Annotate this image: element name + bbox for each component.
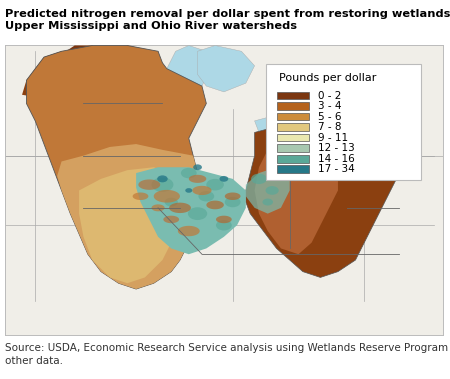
Text: 3 - 4: 3 - 4 xyxy=(318,101,342,111)
Bar xyxy=(276,144,310,152)
Text: 0 - 2: 0 - 2 xyxy=(318,91,342,101)
Text: 14 - 16: 14 - 16 xyxy=(318,154,355,164)
Polygon shape xyxy=(192,186,212,195)
Circle shape xyxy=(188,207,207,220)
Text: Pounds per dollar: Pounds per dollar xyxy=(279,73,376,83)
Bar xyxy=(276,113,310,121)
Polygon shape xyxy=(136,167,246,254)
Circle shape xyxy=(157,175,168,182)
Polygon shape xyxy=(225,193,241,200)
Polygon shape xyxy=(22,51,75,98)
Polygon shape xyxy=(154,190,180,203)
Circle shape xyxy=(266,186,279,195)
Circle shape xyxy=(198,191,214,202)
Polygon shape xyxy=(189,175,206,183)
Circle shape xyxy=(216,220,232,230)
Polygon shape xyxy=(57,144,198,289)
Text: 9 - 11: 9 - 11 xyxy=(318,133,348,143)
Text: 12 - 13: 12 - 13 xyxy=(318,143,355,153)
Text: 7 - 8: 7 - 8 xyxy=(318,122,342,132)
Text: 5 - 6: 5 - 6 xyxy=(318,112,342,122)
Circle shape xyxy=(262,199,273,205)
Polygon shape xyxy=(255,115,320,135)
Polygon shape xyxy=(207,200,224,209)
Polygon shape xyxy=(105,45,162,89)
Polygon shape xyxy=(316,109,364,130)
Bar xyxy=(276,166,310,173)
Circle shape xyxy=(225,197,241,207)
Bar xyxy=(276,102,310,110)
Polygon shape xyxy=(246,109,400,277)
Text: Source: USDA, Economic Research Service analysis using Wetlands Reserve Program : Source: USDA, Economic Research Service … xyxy=(5,343,450,366)
Polygon shape xyxy=(178,226,200,236)
Polygon shape xyxy=(53,45,119,89)
Polygon shape xyxy=(27,45,206,289)
Text: 17 - 34: 17 - 34 xyxy=(318,164,355,174)
FancyBboxPatch shape xyxy=(266,64,421,180)
Polygon shape xyxy=(167,45,211,92)
Polygon shape xyxy=(163,216,179,223)
Text: Upper Mississippi and Ohio River watersheds: Upper Mississippi and Ohio River watersh… xyxy=(5,21,297,31)
Bar xyxy=(276,134,310,141)
Bar xyxy=(276,155,310,163)
Polygon shape xyxy=(198,45,255,92)
Circle shape xyxy=(193,164,202,170)
Circle shape xyxy=(181,168,197,178)
Circle shape xyxy=(165,198,178,207)
Circle shape xyxy=(185,188,192,193)
Polygon shape xyxy=(79,167,193,283)
Circle shape xyxy=(251,174,267,184)
Polygon shape xyxy=(216,216,232,223)
Polygon shape xyxy=(169,203,191,213)
Circle shape xyxy=(276,169,286,177)
Bar xyxy=(276,124,310,131)
Polygon shape xyxy=(255,144,338,254)
Circle shape xyxy=(220,176,228,182)
Polygon shape xyxy=(246,167,290,214)
Bar xyxy=(276,92,310,99)
Polygon shape xyxy=(152,204,165,211)
Polygon shape xyxy=(133,193,148,200)
Text: Predicted nitrogen removal per dollar spent from restoring wetlands varies acros: Predicted nitrogen removal per dollar sp… xyxy=(5,9,450,19)
Circle shape xyxy=(206,179,224,190)
Polygon shape xyxy=(139,179,160,190)
Circle shape xyxy=(152,177,173,192)
